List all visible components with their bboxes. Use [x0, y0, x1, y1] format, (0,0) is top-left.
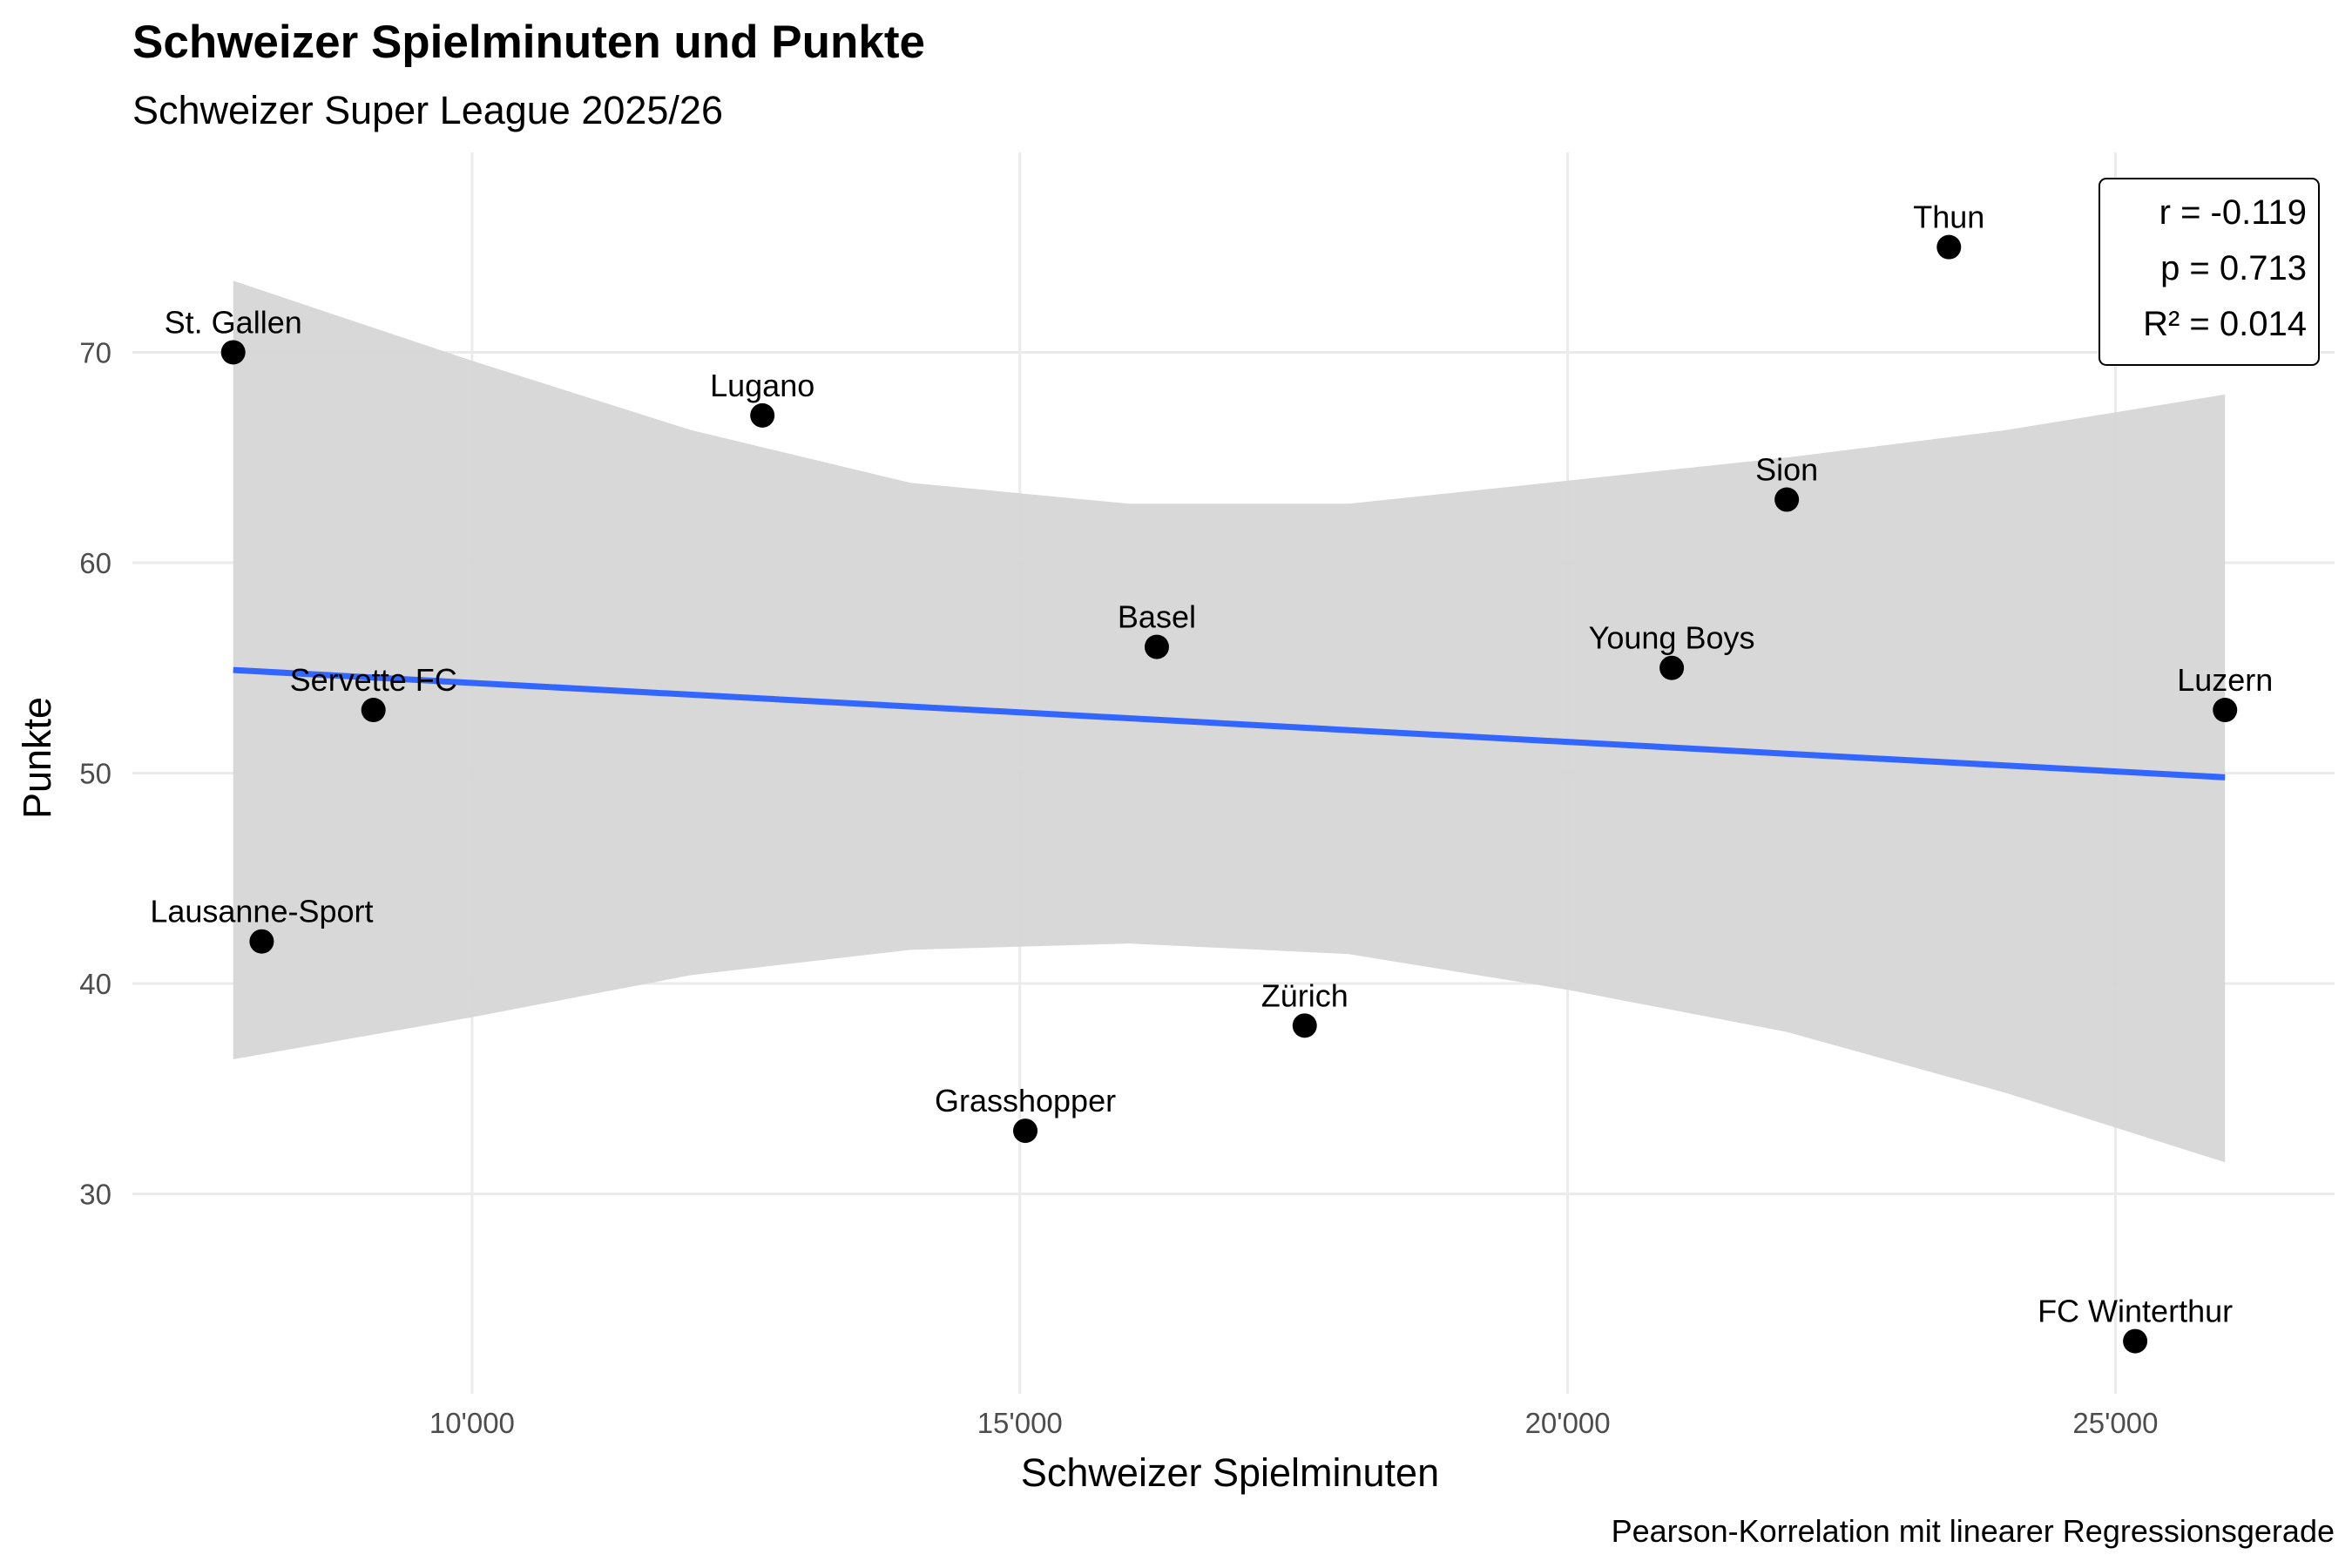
chart-subtitle: Schweizer Super League 2025/26	[132, 88, 723, 132]
regression-line	[233, 666, 2226, 781]
point-label: Luzern	[2177, 662, 2273, 698]
data-point	[2213, 698, 2238, 723]
stats-box: r = -0.119 p = 0.713 R² = 0.014	[2099, 178, 2320, 366]
data-point	[1774, 487, 1800, 512]
y-tick-label: 50	[79, 758, 112, 790]
y-tick-label: 60	[79, 547, 112, 579]
point-label: St. Gallen	[165, 304, 302, 340]
x-tick-label: 20'000	[1525, 1407, 1611, 1439]
data-point	[249, 929, 274, 954]
x-tick-label: 15'000	[977, 1407, 1063, 1439]
chart-caption: Pearson-Korrelation mit linearer Regress…	[1612, 1513, 2335, 1549]
regression-layer	[233, 666, 2226, 781]
x-tick-label: 10'000	[429, 1407, 515, 1439]
data-point	[750, 402, 775, 428]
chart-title: Schweizer Spielminuten und Punkte	[132, 17, 925, 68]
y-tick-label: 30	[79, 1179, 112, 1211]
y-tick-label: 70	[79, 336, 112, 368]
stat-line: r = -0.119	[2159, 193, 2307, 232]
data-point	[1292, 1013, 1317, 1038]
point-label: Servette FC	[290, 662, 457, 698]
point-label: Zürich	[1261, 977, 1348, 1013]
point-label: Grasshopper	[935, 1083, 1116, 1119]
data-point	[1936, 234, 1962, 260]
y-tick-labels: 30 40 50 60 70	[79, 336, 112, 1210]
data-point	[1659, 655, 1685, 680]
point-label: Basel	[1118, 599, 1196, 635]
x-tick-labels: 10'000 15'000 20'000 25'000	[429, 1407, 2159, 1439]
point-labels-layer: St. Gallen Lugano Servette FC Lausanne-Spor…	[150, 199, 2273, 1329]
x-axis-title: Schweizer Spielminuten	[1021, 1450, 1439, 1495]
point-label: FC Winterthur	[2038, 1294, 2233, 1329]
point-label: Lugano	[710, 368, 814, 403]
data-point	[361, 698, 386, 723]
point-label: Lausanne-Sport	[150, 894, 373, 929]
x-tick-label: 25'000	[2072, 1407, 2158, 1439]
stat-line: R² = 0.014	[2143, 305, 2307, 343]
data-point	[1013, 1119, 1038, 1144]
point-label: Thun	[1913, 199, 1984, 235]
points-layer	[220, 234, 2238, 1354]
data-point	[2123, 1328, 2148, 1354]
y-axis-title: Punkte	[15, 697, 59, 819]
point-label: Sion	[1755, 452, 1818, 488]
stat-line: p = 0.713	[2160, 249, 2307, 287]
data-point	[1144, 634, 1169, 659]
y-tick-label: 40	[79, 968, 112, 1000]
stats-box-frame	[2099, 178, 2320, 366]
point-label: Young Boys	[1589, 620, 1755, 656]
data-point	[220, 340, 246, 365]
